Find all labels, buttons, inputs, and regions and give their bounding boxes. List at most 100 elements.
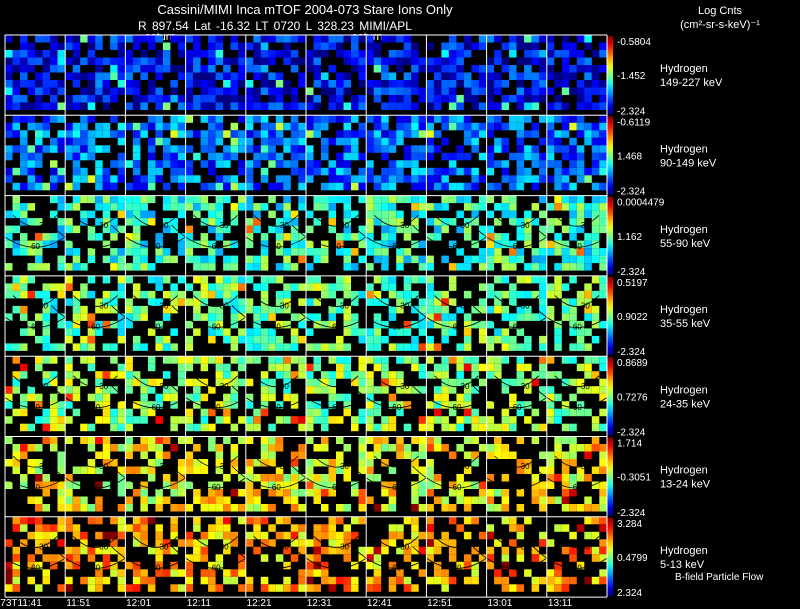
heatmap-pixel [396,401,404,409]
heatmap-pixel [584,576,592,585]
heatmap-pixel [72,182,81,191]
heatmap-pixel [140,50,148,58]
heatmap-pixel [584,175,592,183]
heatmap-pixel [599,130,607,138]
heatmap-pixel [531,546,540,555]
heatmap-pixel [313,298,321,306]
heatmap-pixel [531,481,540,489]
heatmap-pixel [27,576,35,585]
heatmap-pixel [147,115,156,123]
heatmap-pixel [80,466,88,474]
contour-label: 30 [220,221,229,230]
heatmap-pixel [155,554,163,562]
heatmap-pixel [253,255,261,264]
heatmap-pixel [456,152,464,161]
heatmap-pixel [283,481,291,489]
heatmap-pixel [486,263,495,271]
heatmap-pixel [35,182,43,191]
heatmap-pixel [260,313,269,321]
heatmap-pixel [433,546,442,555]
heatmap-pixel [471,516,479,525]
heatmap-pixel [539,160,547,168]
heatmap-pixel [531,408,540,417]
heatmap-pixel [208,203,216,211]
contour-label: 60 [272,563,281,572]
heatmap-pixel [80,115,88,123]
heatmap-pixel [373,569,382,577]
heatmap-pixel [268,80,276,88]
heatmap-pixel [95,393,103,402]
heatmap-pixel [351,233,359,241]
heatmap-pixel [418,57,427,65]
heatmap-pixel [155,50,163,58]
contour-label: 60 [31,483,40,492]
heatmap-pixel [396,195,404,204]
heatmap-pixel [471,576,479,585]
heatmap-pixel [411,459,419,467]
heatmap-pixel [87,423,96,432]
heatmap-pixel [426,576,434,585]
heatmap-pixel [223,182,231,191]
colorbar-max-label: 0.8689 [617,358,648,369]
heatmap-pixel [554,102,562,110]
heatmap-pixel [140,378,148,387]
heatmap-pixel [546,356,555,364]
heatmap-pixel [478,248,487,256]
heatmap-pixel [275,474,284,482]
energy-range-label: 55-90 keV [660,238,711,250]
heatmap-pixel [253,57,261,65]
heatmap-pixel [260,584,269,592]
heatmap-pixel [599,210,607,219]
heatmap-pixel [110,444,118,452]
heatmap-pixel [366,130,374,138]
heatmap-pixel [591,122,600,131]
heatmap-pixel [433,474,442,482]
heatmap-pixel [215,561,224,570]
heatmap-pixel [80,35,88,43]
heatmap-pixel [42,102,50,110]
heatmap-pixel [494,356,502,364]
heatmap-pixel [170,305,178,314]
heatmap-pixel [27,561,35,570]
heatmap-pixel [426,546,434,555]
heatmap-pixel [599,248,607,256]
heatmap-pixel [65,576,73,585]
heatmap-pixel [576,561,585,570]
heatmap-pixel [125,444,133,452]
heatmap-pixel [321,436,329,444]
heatmap-pixel [260,386,269,394]
heatmap-pixel [147,290,156,299]
heatmap-pixel [599,42,607,50]
heatmap-pixel [591,576,600,585]
heatmap-pixel [396,122,404,131]
heatmap-pixel [411,175,419,183]
heatmap-pixel [524,115,532,123]
heatmap-pixel [110,531,118,540]
heatmap-pixel [486,371,495,379]
heatmap-pixel [531,145,540,153]
heatmap-pixel [599,516,607,525]
heatmap-pixel [471,203,479,211]
heatmap-pixel [283,531,291,540]
heatmap-pixel [373,203,382,211]
heatmap-pixel [57,320,65,329]
heatmap-pixel [65,496,73,504]
heatmap-pixel [463,466,472,474]
heatmap-pixel [193,516,201,525]
heatmap-pixel [140,65,148,73]
heatmap-pixel [426,87,434,95]
heatmap-pixel [388,371,397,379]
heatmap-pixel [306,160,314,168]
heatmap-pixel [471,569,479,577]
heatmap-pixel [471,95,479,103]
heatmap-pixel [132,378,141,387]
heatmap-pixel [388,489,397,497]
heatmap-pixel [366,436,374,444]
heatmap-pixel [208,137,216,146]
heatmap-pixel [599,50,607,58]
heatmap-pixel [426,401,434,409]
heatmap-pixel [403,539,412,547]
heatmap-pixel [65,584,73,592]
